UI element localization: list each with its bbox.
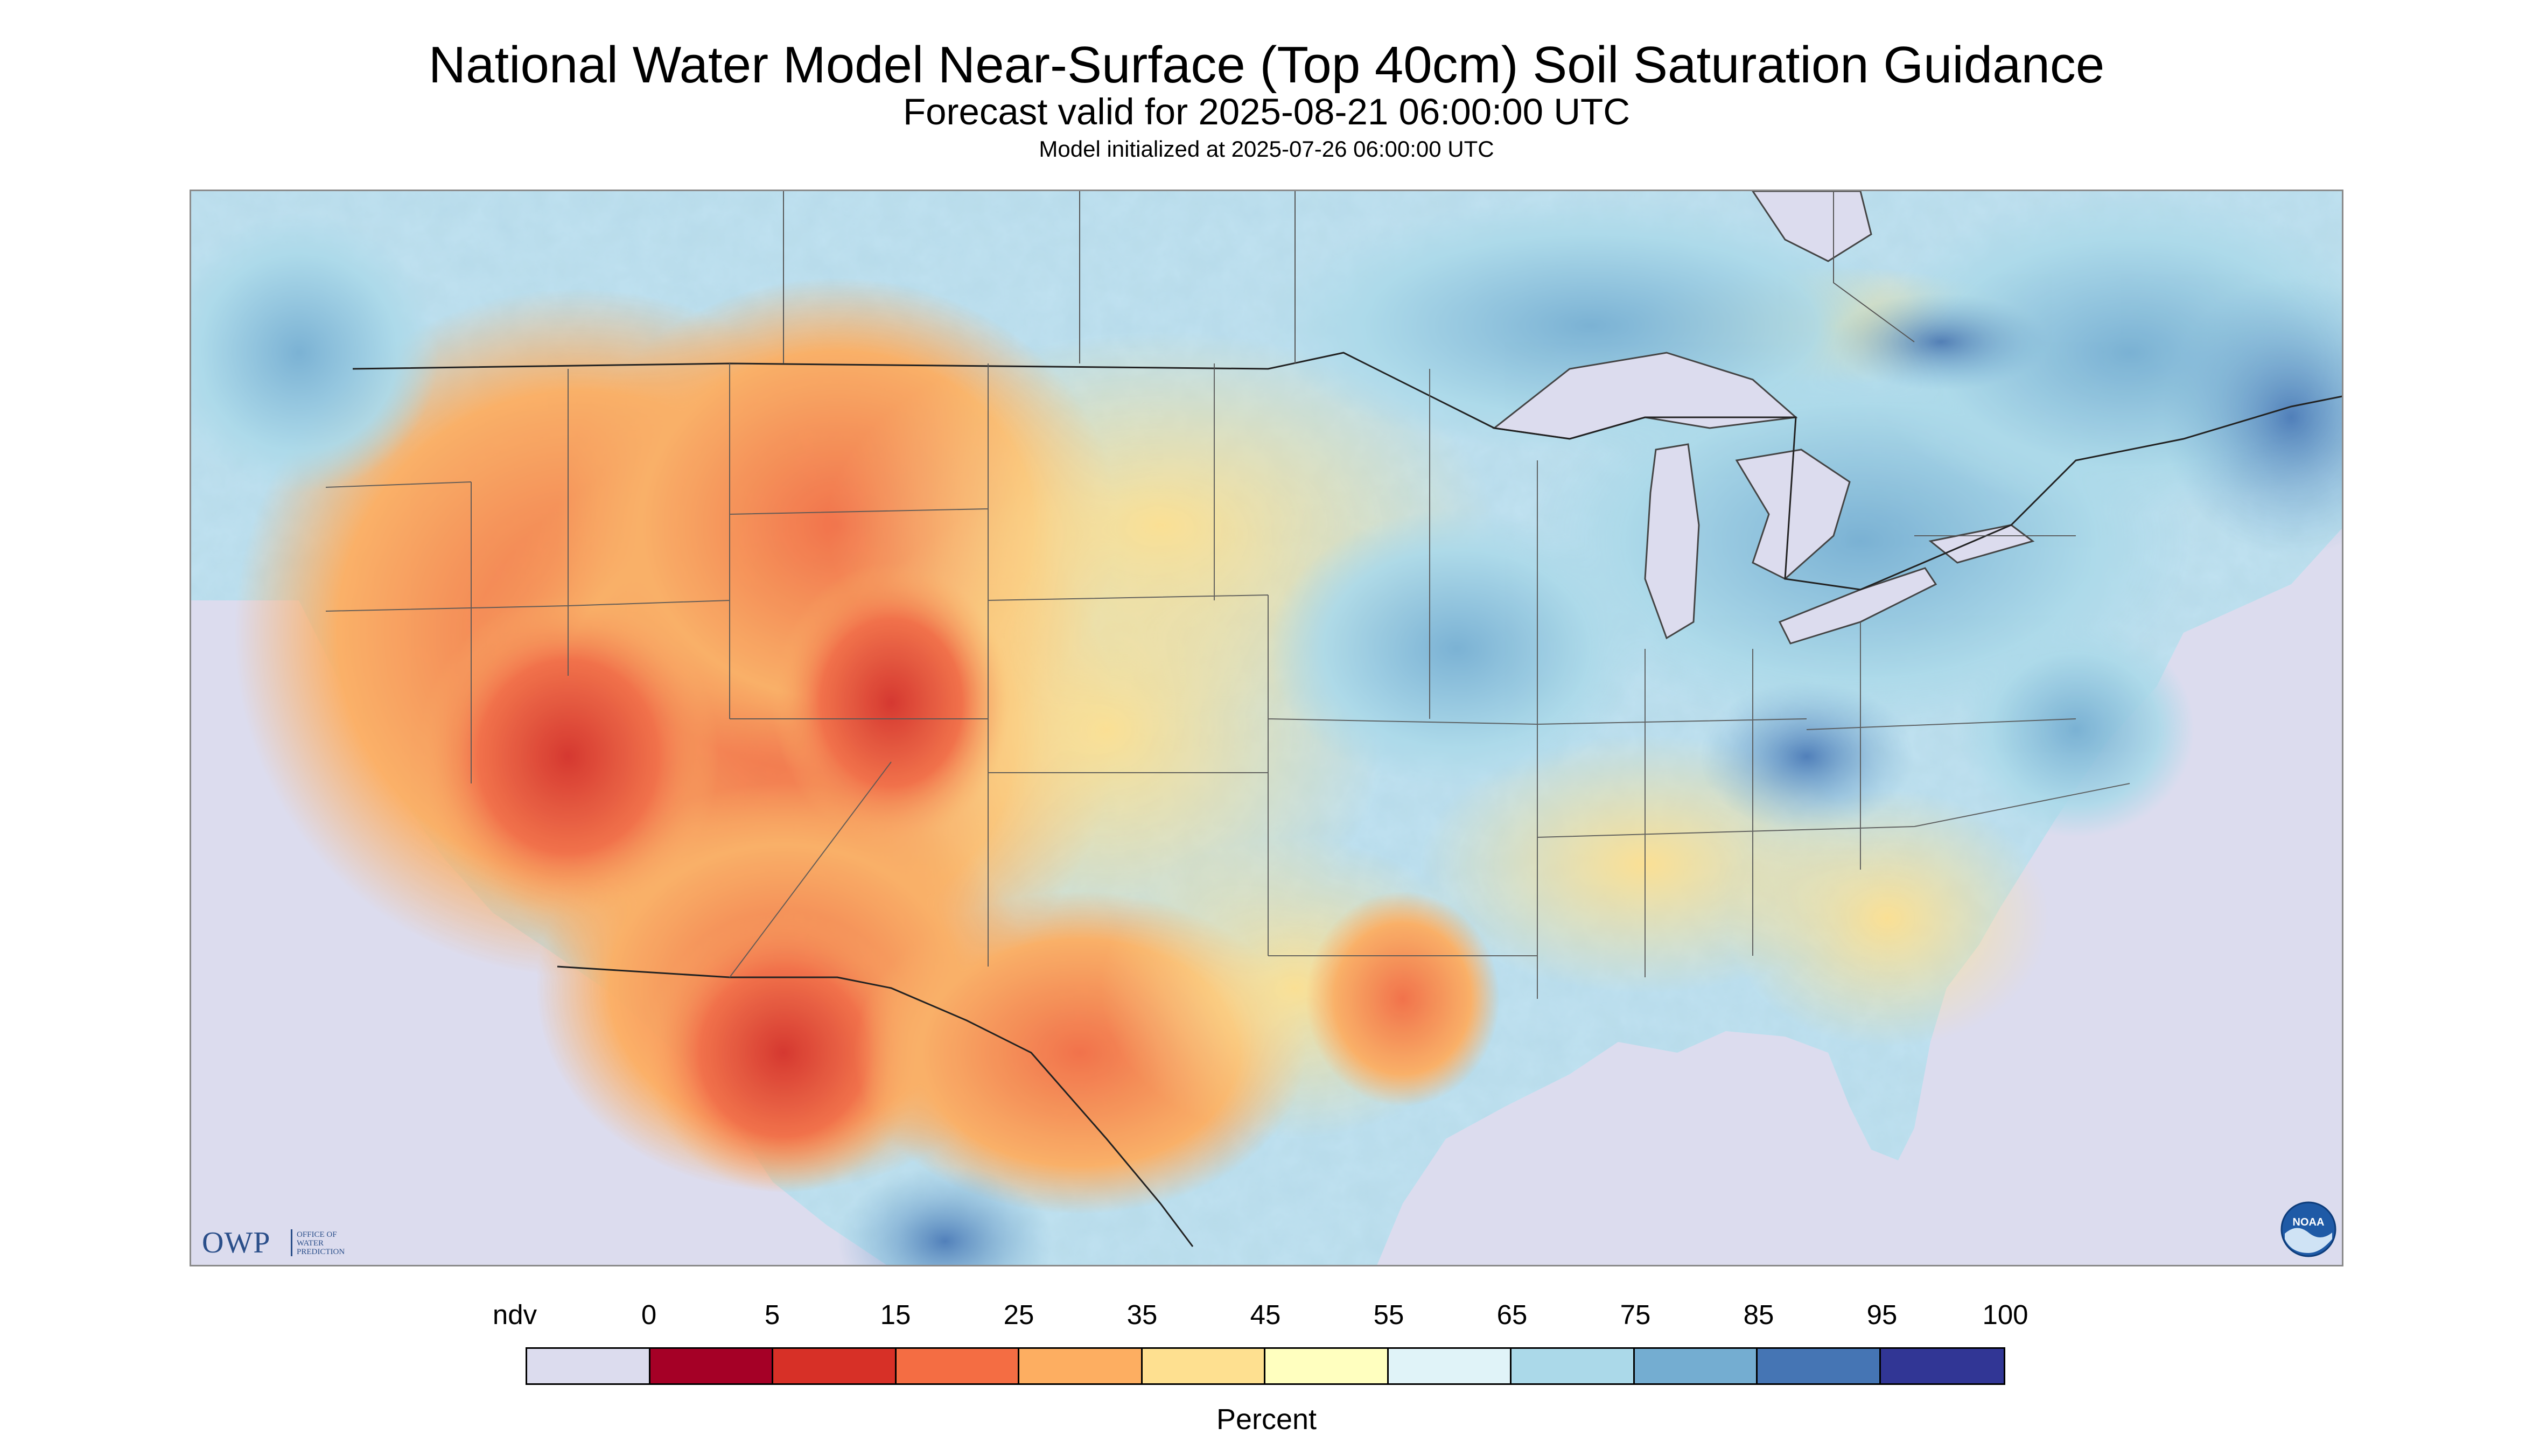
legend-swatch <box>1019 1349 1143 1383</box>
hudson-bay-edge <box>1752 191 1872 262</box>
map-title: National Water Model Near-Surface (Top 4… <box>428 36 2105 94</box>
legend-tick-label: 45 <box>1250 1299 1281 1330</box>
lake-ontario <box>1928 524 2035 564</box>
owp-logo-text: OWP <box>202 1226 271 1259</box>
lake-huron <box>1735 449 1851 580</box>
owp-logo-subtitle: Office of Water Prediction <box>297 1230 345 1256</box>
country-borders <box>352 352 2342 1247</box>
legend-swatch <box>527 1349 650 1383</box>
soil-saturation-map[interactable]: OWP Office of Water Prediction NOAA <box>190 190 2343 1266</box>
legend-swatch <box>773 1349 897 1383</box>
legend-tick-label: 100 <box>1982 1299 2028 1330</box>
legend-tick-label: 95 <box>1866 1299 1898 1330</box>
legend-swatch <box>1512 1349 1635 1383</box>
legend-swatch <box>896 1349 1019 1383</box>
dryness-overlays <box>234 267 2049 1214</box>
legend-swatch <box>1265 1349 1389 1383</box>
legend-tick-label: 25 <box>1003 1299 1034 1330</box>
legend-tick-label: 5 <box>764 1299 780 1330</box>
state-lines <box>325 363 2130 999</box>
legend-label-ndv: ndv <box>492 1299 537 1330</box>
legend-tick-label: 15 <box>880 1299 911 1330</box>
noaa-seal-icon <box>2280 1201 2336 1257</box>
legend-tick-label: 85 <box>1743 1299 1774 1330</box>
legend-color-bar <box>526 1347 2005 1385</box>
legend-swatch <box>1634 1349 1758 1383</box>
model-init-time: Model initialized at 2025-07-26 06:00:00… <box>1039 136 1494 162</box>
noaa-logo-text: NOAA <box>2292 1216 2325 1228</box>
legend-tick-label: 65 <box>1496 1299 1528 1330</box>
legend-swatch <box>650 1349 773 1383</box>
map-canvas <box>191 191 2342 1265</box>
legend-tick-label: 55 <box>1373 1299 1404 1330</box>
province-lines <box>783 191 1915 363</box>
legend-swatch <box>1758 1349 1881 1383</box>
legend-swatch <box>1142 1349 1265 1383</box>
legend-unit-label: Percent <box>1216 1403 1317 1436</box>
owp-logo-divider <box>291 1229 292 1256</box>
owp-logo: OWP Office of Water Prediction <box>202 1226 385 1259</box>
legend-swatch <box>1388 1349 1512 1383</box>
noaa-logo: NOAA <box>2280 1201 2336 1257</box>
legend-tick-label: 35 <box>1126 1299 1158 1330</box>
legend-tick-label: 0 <box>641 1299 657 1330</box>
forecast-valid-time: Forecast valid for 2025-08-21 06:00:00 U… <box>902 91 1631 132</box>
lake-michigan <box>1644 443 1700 640</box>
legend-swatch <box>1880 1349 2004 1383</box>
legend-tick-label: 75 <box>1620 1299 1651 1330</box>
